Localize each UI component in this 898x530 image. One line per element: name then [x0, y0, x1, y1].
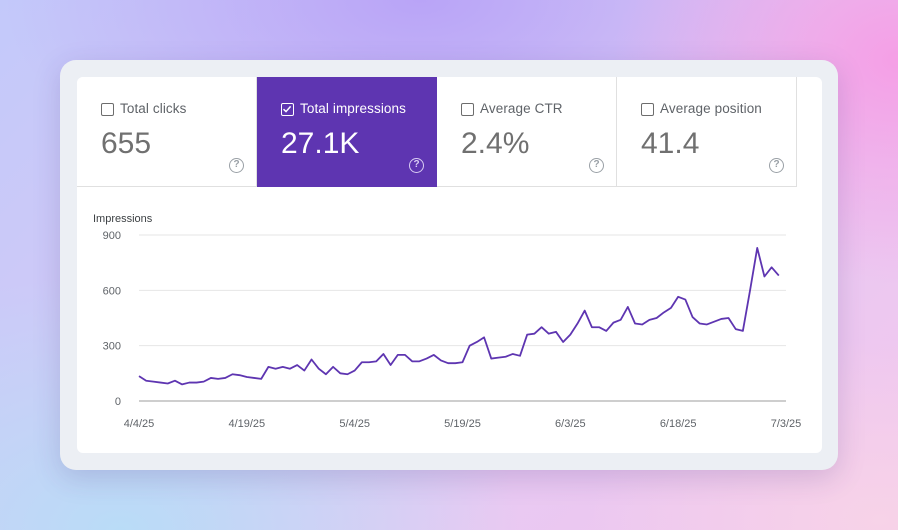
y-tick-label: 300: [103, 341, 121, 353]
x-tick-label: 7/3/25: [771, 418, 802, 430]
x-tick-label: 4/4/25: [124, 418, 155, 430]
x-tick-label: 6/18/25: [660, 418, 697, 430]
performance-panel: Total clicks 655 ? Total impressions 27.…: [77, 77, 822, 453]
gridlines: [139, 234, 786, 402]
x-tick-label: 5/19/25: [444, 418, 481, 430]
metric-label: Total impressions: [300, 101, 406, 116]
metric-value: 2.4%: [461, 127, 530, 160]
report-card: Total clicks 655 ? Total impressions 27.…: [60, 60, 838, 470]
y-axis-ticks: 0 300 600 900: [103, 230, 121, 408]
metric-value: 27.1K: [281, 127, 360, 160]
checkmark-icon: [282, 105, 292, 113]
y-tick-label: 600: [103, 285, 121, 297]
checkbox-total-clicks[interactable]: [101, 103, 114, 116]
x-axis-ticks: 4/4/25 4/19/25 5/4/25 5/19/25 6/3/25 6/18/25 7…: [124, 418, 802, 430]
metric-total-clicks[interactable]: Total clicks 655 ?: [77, 77, 257, 187]
line-chart: Impressions 0 300 600 900 4/4/25 4/19/25 5/4/…: [93, 213, 802, 430]
checkbox-total-impressions[interactable]: [281, 103, 294, 116]
metric-label: Total clicks: [120, 101, 187, 116]
metric-value: 655: [101, 127, 152, 160]
help-icon[interactable]: ?: [229, 158, 244, 173]
x-tick-label: 5/4/25: [339, 418, 370, 430]
checkbox-average-position[interactable]: [641, 103, 654, 116]
help-icon[interactable]: ?: [409, 158, 424, 173]
y-axis-title: Impressions: [93, 213, 153, 225]
y-tick-label: 900: [103, 230, 121, 242]
series-line-impressions: [138, 247, 780, 386]
metric-average-ctr[interactable]: Average CTR 2.4% ?: [437, 77, 617, 187]
help-icon[interactable]: ?: [589, 158, 604, 173]
metric-average-position[interactable]: Average position 41.4 ?: [617, 77, 797, 187]
x-tick-label: 6/3/25: [555, 418, 586, 430]
y-tick-label: 0: [115, 396, 121, 408]
metric-total-impressions[interactable]: Total impressions 27.1K ?: [257, 77, 437, 187]
x-tick-label: 4/19/25: [228, 418, 265, 430]
metric-value: 41.4: [641, 127, 700, 160]
impressions-chart: Impressions 0 300 600 900 4/4/25 4/19/25 5/4/…: [77, 187, 822, 453]
metric-label: Average position: [660, 101, 762, 116]
help-icon[interactable]: ?: [769, 158, 784, 173]
metric-label: Average CTR: [480, 101, 563, 116]
checkbox-average-ctr[interactable]: [461, 103, 474, 116]
metric-tabs: Total clicks 655 ? Total impressions 27.…: [77, 77, 797, 187]
